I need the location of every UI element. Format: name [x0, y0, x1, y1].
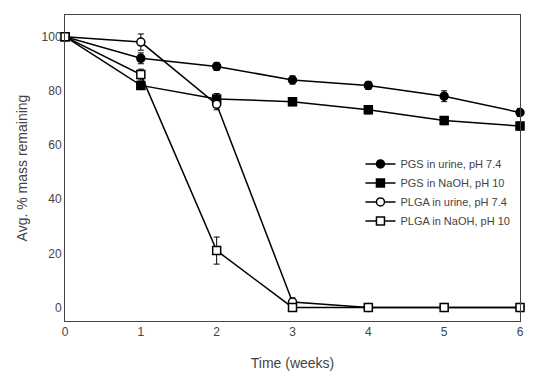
svg-text:PLGA in NaOH, pH 10: PLGA in NaOH, pH 10	[400, 215, 509, 227]
svg-text:40: 40	[48, 192, 62, 206]
svg-text:60: 60	[48, 138, 62, 152]
svg-text:PLGA in urine, pH 7.4: PLGA in urine, pH 7.4	[400, 196, 506, 208]
svg-text:3: 3	[289, 325, 296, 339]
svg-text:0: 0	[62, 325, 69, 339]
svg-text:0: 0	[55, 301, 62, 315]
svg-text:Time (weeks): Time (weeks)	[251, 355, 335, 371]
svg-text:Avg. % mass remaining: Avg. % mass remaining	[14, 95, 30, 242]
svg-text:1: 1	[137, 325, 144, 339]
svg-text:6: 6	[517, 325, 524, 339]
svg-text:PGS in NaOH, pH 10: PGS in NaOH, pH 10	[400, 177, 504, 189]
svg-text:5: 5	[441, 325, 448, 339]
svg-text:80: 80	[48, 84, 62, 98]
svg-text:PGS in urine, pH 7.4: PGS in urine, pH 7.4	[400, 158, 501, 170]
svg-text:4: 4	[365, 325, 372, 339]
svg-text:100: 100	[42, 30, 62, 44]
svg-text:2: 2	[213, 325, 220, 339]
svg-text:20: 20	[48, 247, 62, 261]
